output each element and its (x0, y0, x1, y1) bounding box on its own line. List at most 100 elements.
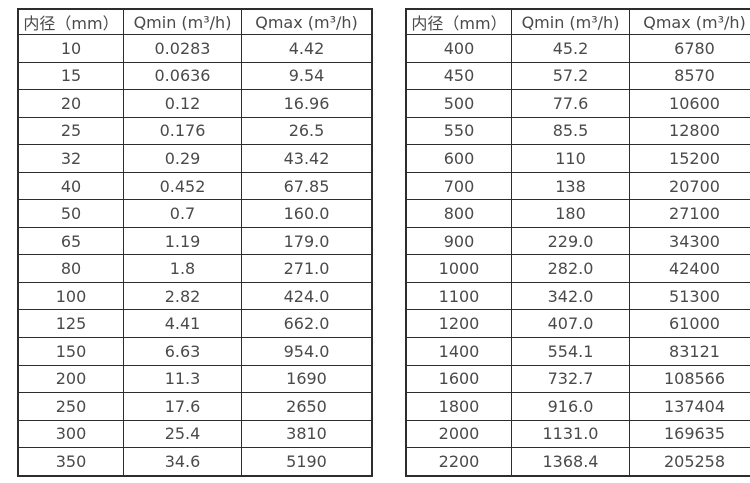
cell: 350 (17, 447, 124, 477)
cell: 342.0 (511, 281, 630, 311)
cell: 1.8 (123, 254, 242, 283)
cell: 17.6 (123, 392, 242, 421)
table-row: 32 0.29 43.42 (17, 144, 373, 173)
cell: 0.176 (123, 116, 242, 146)
cell: 80 (17, 254, 124, 283)
cell: 2650 (241, 392, 373, 421)
cell: 271.0 (241, 254, 373, 283)
cell: 10 (17, 34, 124, 63)
cell: 205258 (629, 447, 750, 477)
table-body: 10 0.0283 4.42 15 0.0636 9.54 20 0.12 16.96 25 0.1… (17, 34, 373, 477)
cell: 137404 (629, 392, 750, 421)
cell: 169635 (629, 419, 750, 449)
cell: 15200 (629, 144, 750, 173)
cell: 42400 (629, 254, 750, 283)
col-header-inner-diameter: 内径（mm） (405, 8, 512, 35)
cell: 400 (405, 34, 512, 63)
cell: 800 (405, 199, 512, 228)
table-row: 20 0.12 16.96 (17, 89, 373, 118)
table-row: 550 85.5 12800 (405, 116, 750, 146)
cell: 424.0 (241, 281, 373, 311)
cell: 300 (17, 419, 124, 449)
table-row: 15 0.0636 9.54 (17, 61, 373, 91)
cell: 2200 (405, 447, 512, 477)
cell: 554.1 (511, 337, 630, 366)
table-row: 150 6.63 954.0 (17, 337, 373, 366)
cell: 1800 (405, 392, 512, 421)
cell: 125 (17, 309, 124, 339)
cell: 51300 (629, 281, 750, 311)
table-row: 2000 1131.0 169635 (405, 419, 750, 449)
table-body: 400 45.2 6780 450 57.2 8570 500 77.6 10600 550 85.… (405, 34, 750, 477)
col-header-qmin: Qmin (m³/h) (511, 8, 630, 35)
cell: 110 (511, 144, 630, 173)
cell: 2.82 (123, 281, 242, 311)
cell: 3810 (241, 419, 373, 449)
cell: 25 (17, 116, 124, 146)
cell: 200 (17, 364, 124, 394)
cell: 57.2 (511, 61, 630, 91)
cell: 229.0 (511, 226, 630, 256)
cell: 32 (17, 144, 124, 173)
cell: 916.0 (511, 392, 630, 421)
cell: 150 (17, 337, 124, 366)
cell: 1690 (241, 364, 373, 394)
cell: 25.4 (123, 419, 242, 449)
table-row: 1100 342.0 51300 (405, 281, 750, 311)
cell: 600 (405, 144, 512, 173)
cell: 1600 (405, 364, 512, 394)
cell: 0.7 (123, 199, 242, 228)
cell: 407.0 (511, 309, 630, 339)
cell: 34300 (629, 226, 750, 256)
cell: 0.452 (123, 171, 242, 201)
cell: 0.0636 (123, 61, 242, 91)
cell: 282.0 (511, 254, 630, 283)
table-row: 80 1.8 271.0 (17, 254, 373, 283)
cell: 61000 (629, 309, 750, 339)
cell: 0.12 (123, 89, 242, 118)
cell: 10600 (629, 89, 750, 118)
table-row: 25 0.176 26.5 (17, 116, 373, 146)
cell: 500 (405, 89, 512, 118)
cell: 732.7 (511, 364, 630, 394)
cell: 179.0 (241, 226, 373, 256)
cell: 12800 (629, 116, 750, 146)
cell: 40 (17, 171, 124, 201)
table-row: 1000 282.0 42400 (405, 254, 750, 283)
cell: 67.85 (241, 171, 373, 201)
header-row: 内径（mm） Qmin (m³/h) Qmax (m³/h) (17, 8, 373, 35)
table-row: 350 34.6 5190 (17, 447, 373, 477)
table-row: 900 229.0 34300 (405, 226, 750, 256)
table-row: 2200 1368.4 205258 (405, 447, 750, 477)
cell: 550 (405, 116, 512, 146)
cell: 138 (511, 171, 630, 201)
cell: 26.5 (241, 116, 373, 146)
table-row: 1800 916.0 137404 (405, 392, 750, 421)
cell: 1368.4 (511, 447, 630, 477)
cell: 0.0283 (123, 34, 242, 63)
col-header-inner-diameter: 内径（mm） (17, 8, 124, 35)
table-row: 450 57.2 8570 (405, 61, 750, 91)
table-row: 100 2.82 424.0 (17, 281, 373, 311)
flow-rate-table-right: 内径（mm） Qmin (m³/h) Qmax (m³/h) 400 45.2 67… (405, 8, 750, 477)
cell: 954.0 (241, 337, 373, 366)
table-row: 700 138 20700 (405, 171, 750, 201)
cell: 100 (17, 281, 124, 311)
cell: 83121 (629, 337, 750, 366)
cell: 20 (17, 89, 124, 118)
cell: 9.54 (241, 61, 373, 91)
cell: 662.0 (241, 309, 373, 339)
col-header-qmin: Qmin (m³/h) (123, 8, 242, 35)
table-header: 内径（mm） Qmin (m³/h) Qmax (m³/h) (405, 8, 750, 35)
cell: 1.19 (123, 226, 242, 256)
cell: 6780 (629, 34, 750, 63)
table-row: 1400 554.1 83121 (405, 337, 750, 366)
table-row: 300 25.4 3810 (17, 419, 373, 449)
cell: 0.29 (123, 144, 242, 173)
header-row: 内径（mm） Qmin (m³/h) Qmax (m³/h) (405, 8, 750, 35)
cell: 700 (405, 171, 512, 201)
table-row: 200 11.3 1690 (17, 364, 373, 394)
table-row: 500 77.6 10600 (405, 89, 750, 118)
cell: 2000 (405, 419, 512, 449)
